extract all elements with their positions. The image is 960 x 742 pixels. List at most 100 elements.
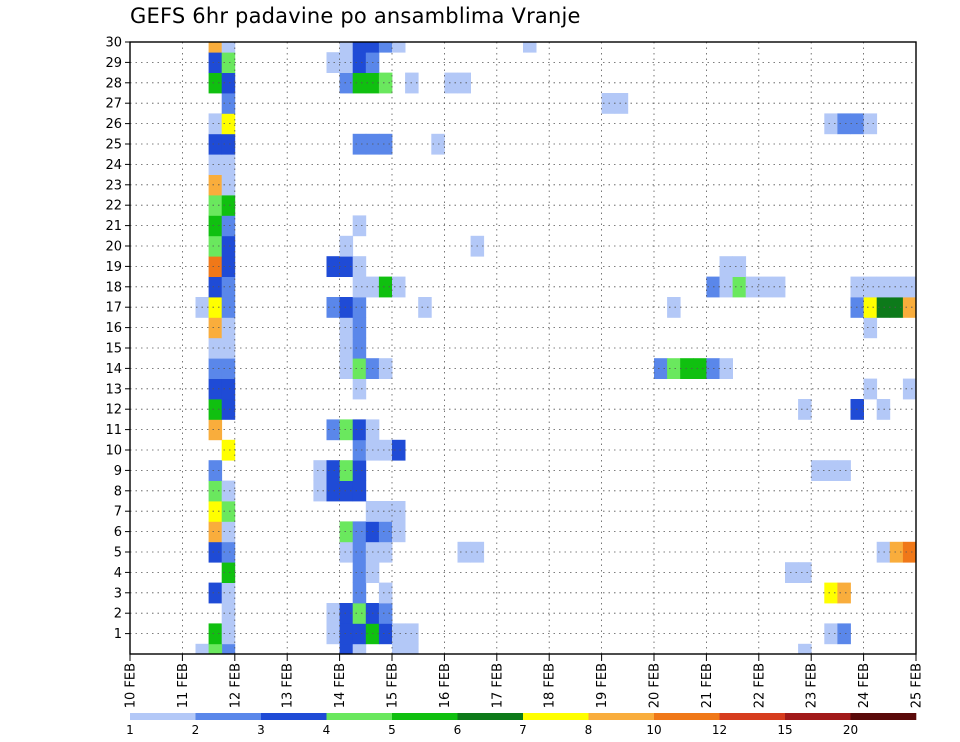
heatmap-cell	[208, 378, 223, 400]
heatmap-cell	[837, 582, 851, 604]
colorbar-swatch	[130, 713, 196, 720]
colorbar-label: 1	[126, 723, 134, 737]
colorbar-label: 5	[388, 723, 396, 737]
heatmap-cell	[221, 480, 236, 502]
heatmap-cell	[798, 399, 812, 420]
y-tick-label: 28	[105, 76, 122, 91]
heatmap-cell	[313, 480, 327, 502]
heatmap-cell	[378, 72, 393, 94]
heatmap-cell	[876, 399, 891, 420]
heatmap-cell	[339, 72, 354, 94]
colorbar-swatch	[523, 713, 589, 720]
heatmap-cell	[719, 276, 733, 298]
heatmap-cell	[339, 643, 354, 655]
heatmap-cell	[221, 52, 236, 73]
heatmap-cell	[221, 42, 236, 53]
heatmap-cell	[378, 501, 393, 522]
colorbar-swatch	[588, 713, 655, 720]
heatmap-cell	[863, 297, 878, 318]
heatmap-cell	[418, 297, 432, 318]
heatmap-cell	[378, 541, 393, 563]
heatmap-cell	[601, 93, 616, 114]
heatmap-cell	[208, 419, 223, 441]
heatmap-cell	[352, 541, 367, 563]
heatmap-cell	[902, 276, 917, 298]
y-tick-label: 8	[114, 484, 122, 499]
y-tick-label: 29	[105, 56, 122, 71]
heatmap-cell	[326, 419, 340, 441]
heatmap-cell	[863, 113, 878, 135]
heatmap-cell	[221, 358, 236, 379]
heatmap-cell	[378, 276, 393, 298]
y-tick-label: 18	[105, 280, 122, 295]
chart-title: GEFS 6hr padavine po ansamblima Vranje	[130, 4, 581, 28]
heatmap-cell	[221, 623, 236, 645]
colorbar-swatch	[850, 713, 917, 720]
heatmap-cell	[221, 439, 236, 461]
x-tick-label: 15 FEB	[386, 663, 401, 708]
y-tick-label: 9	[114, 464, 122, 479]
heatmap-cell	[693, 358, 707, 379]
y-tick-label: 30	[105, 36, 122, 51]
y-tick-label: 22	[105, 199, 122, 214]
heatmap-cell	[378, 623, 393, 645]
heatmap-cell	[339, 603, 354, 624]
heatmap-cell	[392, 623, 406, 645]
heatmap-cell	[326, 460, 340, 481]
colorbar-legend: 1 2 3 4 5 6 7 8 10 12 15 20	[126, 713, 917, 737]
heatmap-cell	[221, 521, 236, 543]
y-tick-label: 13	[105, 382, 122, 397]
heatmap-cell	[457, 72, 471, 94]
heatmap-cell	[719, 256, 733, 277]
x-tick-label: 19 FEB	[595, 663, 610, 708]
colorbar-swatch	[785, 713, 851, 720]
y-axis: 1234567891011121314151617181920212223242…	[105, 36, 130, 642]
heatmap-cell	[876, 541, 891, 563]
heatmap-cell	[352, 480, 367, 502]
heatmap-cell	[719, 358, 733, 379]
x-tick-label: 25 FEB	[910, 663, 925, 708]
heatmap-cell	[392, 501, 406, 522]
y-tick-label: 24	[105, 158, 122, 173]
colorbar-swatch	[195, 713, 262, 720]
heatmap-cell	[352, 460, 367, 481]
heatmap-cell	[221, 195, 236, 216]
colorbar-label: 10	[646, 723, 661, 737]
heatmap-cell	[221, 399, 236, 420]
heatmap-cell	[352, 297, 367, 318]
colorbar-swatch	[326, 713, 393, 720]
x-tick-label: 12 FEB	[228, 663, 243, 708]
y-tick-label: 14	[105, 362, 122, 377]
heatmap-cell	[326, 297, 340, 318]
x-tick-label: 14 FEB	[333, 663, 348, 708]
heatmap-cell	[824, 460, 838, 481]
heatmap-cell	[221, 276, 236, 298]
heatmap-cell	[405, 643, 419, 655]
heatmap-cell	[352, 52, 367, 73]
colorbar-label: 7	[519, 723, 527, 737]
heatmap-cell	[221, 93, 236, 114]
heatmap-cell	[208, 154, 223, 175]
heatmap-cell	[221, 603, 236, 624]
heatmap-cell	[339, 297, 354, 318]
colorbar-label: 2	[192, 723, 200, 737]
heatmap-cell	[785, 562, 799, 583]
colorbar-label: 4	[323, 723, 331, 737]
y-tick-label: 27	[105, 97, 122, 112]
heatmap-cell	[221, 113, 236, 135]
heatmap-cell	[889, 297, 904, 318]
heatmap-cell	[378, 603, 393, 624]
heatmap-cell	[221, 643, 236, 655]
heatmap-cell	[208, 623, 223, 645]
colorbar-label: 3	[257, 723, 265, 737]
heatmap-cell	[352, 521, 367, 543]
heatmap-cell	[378, 358, 393, 379]
y-tick-label: 11	[105, 423, 122, 438]
heatmap-cell	[863, 378, 878, 400]
heatmap-cell	[352, 439, 367, 461]
heatmap-cell	[889, 541, 904, 563]
y-tick-label: 3	[114, 586, 122, 601]
heatmap-cell	[798, 562, 812, 583]
heatmap-cell	[365, 42, 380, 53]
